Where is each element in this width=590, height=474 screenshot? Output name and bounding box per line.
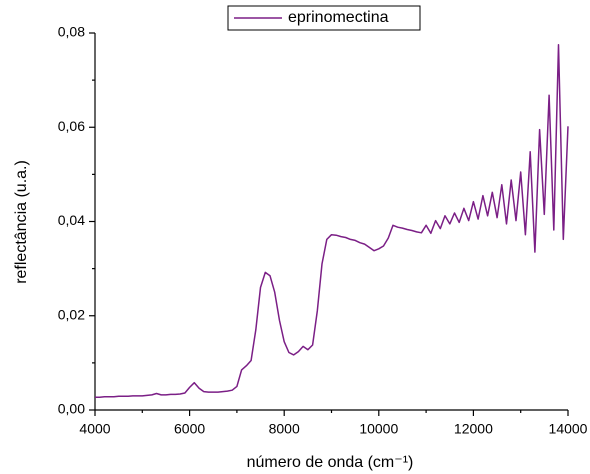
legend-label: eprinomectina — [288, 9, 389, 26]
x-tick-label: 4000 — [79, 421, 110, 437]
y-tick-label: 0,08 — [58, 24, 85, 40]
y-tick-label: 0,00 — [58, 401, 85, 417]
series-line — [95, 44, 569, 399]
x-tick-label: 6000 — [174, 421, 205, 437]
x-axis-label: número de onda (cm⁻¹) — [247, 454, 414, 471]
y-axis-label: reflectância (u.a.) — [13, 160, 30, 284]
y-tick-label: 0,04 — [58, 212, 85, 228]
y-tick-label: 0,02 — [58, 306, 85, 322]
x-tick-label: 14000 — [549, 421, 588, 437]
x-tick-label: 10000 — [359, 421, 398, 437]
x-tick-label: 8000 — [269, 421, 300, 437]
x-tick-label: 12000 — [454, 421, 493, 437]
y-tick-label: 0,06 — [58, 118, 85, 134]
